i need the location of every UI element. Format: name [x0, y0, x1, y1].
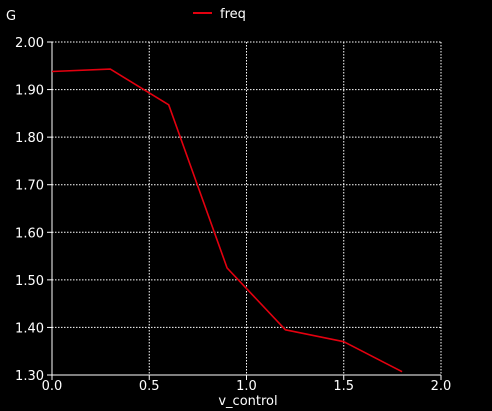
y-unit-label: G — [6, 9, 16, 24]
x-tick-label: 1.0 — [236, 379, 257, 394]
y-tick-label: 1.90 — [15, 84, 44, 99]
y-tick-label: 1.60 — [15, 226, 44, 241]
series-line-freq — [51, 68, 403, 373]
x-tick-label: 2.0 — [431, 379, 452, 394]
axes — [47, 41, 442, 380]
y-tick-label: 2.00 — [15, 36, 44, 51]
y-tick-label: 1.30 — [15, 369, 44, 384]
x-tick-label: 0.5 — [139, 379, 160, 394]
y-tick-label: 1.80 — [15, 131, 44, 146]
series-group — [51, 68, 403, 373]
y-tick-labels: 1.30 1.40 1.50 1.60 1.70 1.80 1.90 2.00 — [15, 36, 44, 384]
legend-label-freq: freq — [220, 7, 246, 22]
x-tick-label: 0.0 — [42, 379, 63, 394]
y-tick-label: 1.40 — [15, 321, 44, 336]
x-axis-title: v_control — [218, 394, 277, 409]
y-tick-label: 1.70 — [15, 179, 44, 194]
x-tick-label: 1.5 — [333, 379, 354, 394]
legend: freq — [193, 7, 246, 22]
y-tick-label: 1.50 — [15, 274, 44, 289]
x-tick-labels: 0.0 0.5 1.0 1.5 2.0 — [42, 379, 452, 394]
